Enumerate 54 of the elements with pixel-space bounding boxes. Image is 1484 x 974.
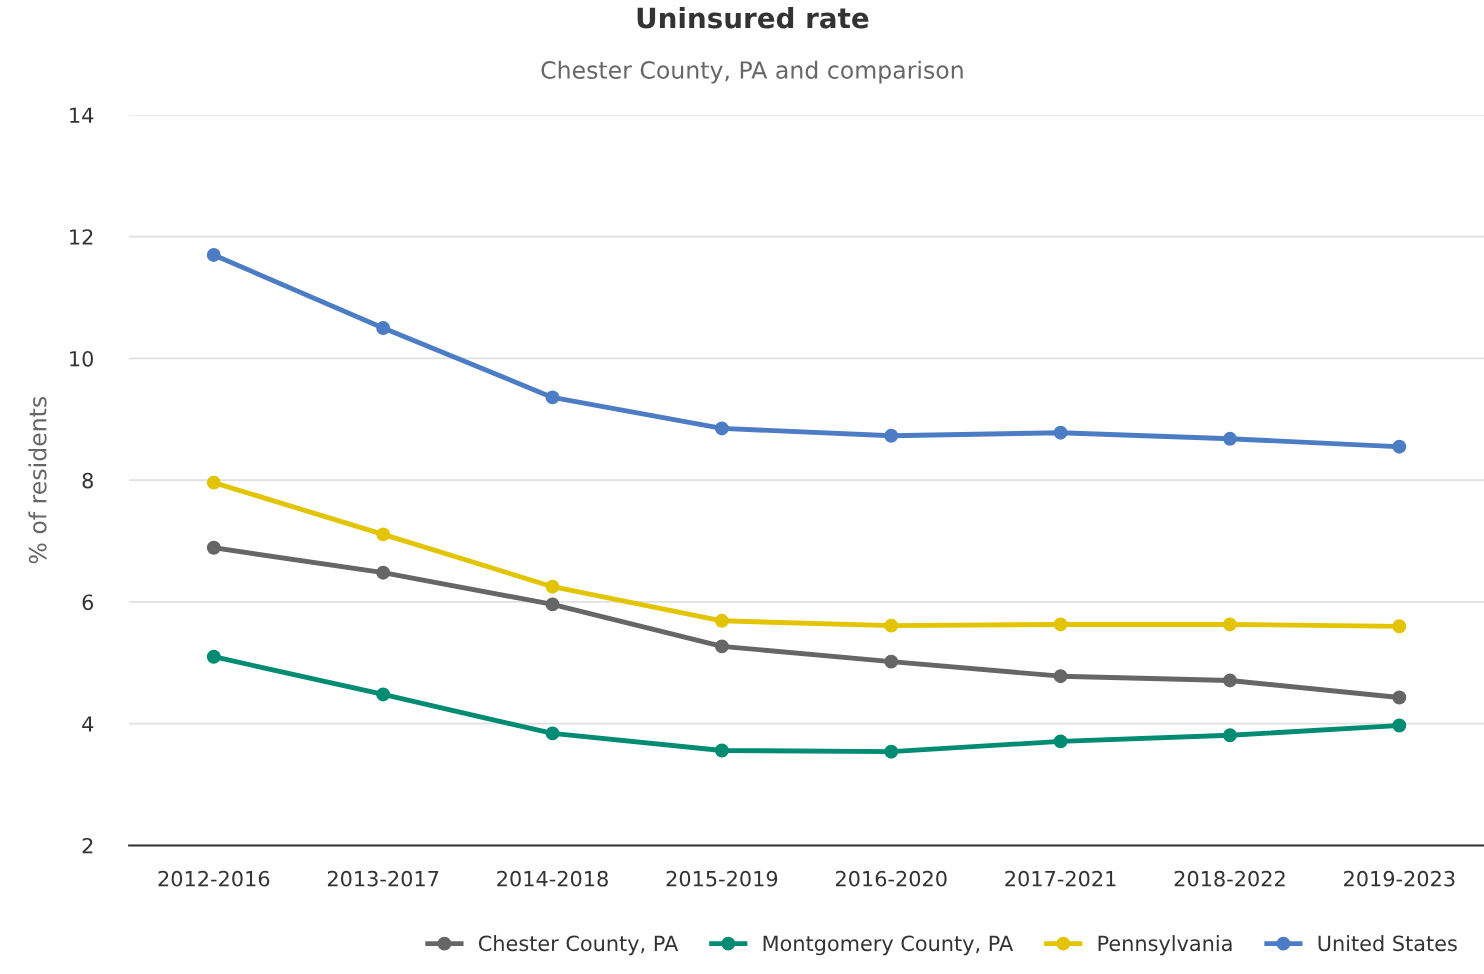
point [1223,673,1237,688]
point [206,247,221,262]
point [545,390,560,405]
legend-label: United States [1318,935,1457,952]
x-tick-label: 2018-2022 [1174,870,1285,887]
point [884,618,899,633]
y-tick-label: 4 [82,716,94,732]
point [1223,431,1237,446]
point [1392,718,1407,733]
point [1053,425,1068,440]
point [714,421,729,436]
x-tick-label: 2013-2017 [327,870,439,887]
point [714,613,729,628]
point [206,540,221,555]
point [376,527,391,542]
point [884,654,899,669]
y-tick-label: 2 [82,837,93,854]
y-tick-label: 14 [70,107,94,123]
x-tick-label: 2017-2021 [1005,870,1116,887]
legend-label: Pennsylvania [1098,935,1232,956]
point [1223,728,1237,743]
x-tick-label: 2012-2016 [158,870,270,887]
point [545,597,560,612]
point [1392,439,1407,454]
point [376,565,391,580]
point [206,475,221,490]
point [1053,617,1068,632]
y-tick-label: 12 [70,229,93,245]
point [206,649,221,664]
point [1053,669,1068,684]
y-tick-label: 6 [82,594,94,611]
y-tick-label: 8 [82,472,93,489]
legend-label: Chester County, PA [478,935,679,956]
y-tick-label: 10 [70,350,93,367]
point [376,687,391,702]
x-tick-label: 2015-2019 [666,870,778,887]
x-tick-label: 2016-2020 [835,870,947,887]
point [545,579,560,594]
x-tick-label: 2014-2018 [497,870,608,887]
point [714,639,729,654]
chart-title: Uninsured rate [637,7,869,29]
point [376,321,391,335]
point [545,726,560,741]
point [714,743,729,758]
chart-subtitle: Chester County, PA and comparison [541,60,963,84]
legend-label: Montgomery County, PA [763,935,1014,956]
point [1392,690,1407,705]
point [884,744,899,759]
point [1053,734,1068,749]
x-tick-label: 2019-2023 [1344,870,1455,887]
point [1392,619,1407,634]
y-axis-title: % of residents [28,396,47,564]
point [884,428,899,443]
point [1223,617,1237,632]
